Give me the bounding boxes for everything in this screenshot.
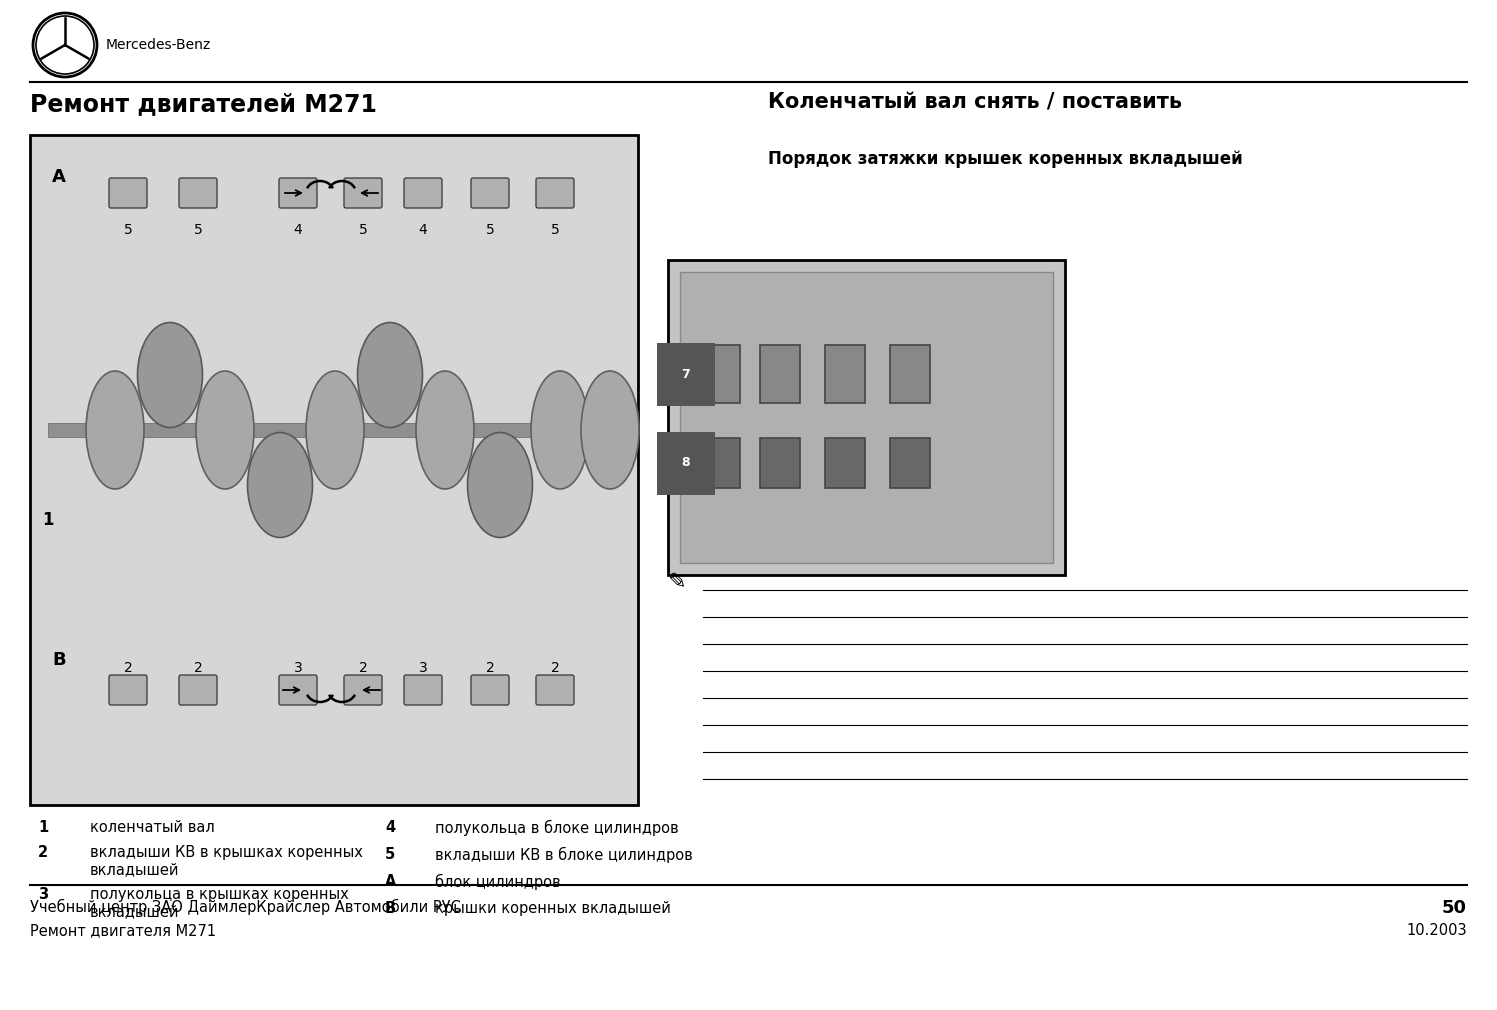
Ellipse shape <box>85 371 144 489</box>
Text: Ремонт двигателя М271: Ремонт двигателя М271 <box>30 923 216 938</box>
Text: 9: 9 <box>906 368 915 381</box>
FancyBboxPatch shape <box>536 675 573 705</box>
Text: 4: 4 <box>716 457 725 470</box>
FancyBboxPatch shape <box>536 178 573 208</box>
Ellipse shape <box>196 371 254 489</box>
Text: блок цилиндров: блок цилиндров <box>436 874 560 890</box>
FancyBboxPatch shape <box>404 675 442 705</box>
Text: 2: 2 <box>485 661 494 675</box>
Ellipse shape <box>138 322 202 427</box>
Text: 2: 2 <box>359 661 367 675</box>
Text: 5: 5 <box>551 223 560 237</box>
Ellipse shape <box>305 371 364 489</box>
Text: Порядок затяжки крышек коренных вкладышей: Порядок затяжки крышек коренных вкладыше… <box>768 150 1243 168</box>
Ellipse shape <box>581 371 639 489</box>
Bar <box>825 345 865 403</box>
FancyBboxPatch shape <box>109 178 147 208</box>
Text: 2: 2 <box>775 457 784 470</box>
Ellipse shape <box>358 322 422 427</box>
Bar <box>891 438 930 488</box>
Text: 3: 3 <box>293 661 302 675</box>
Text: 1: 1 <box>42 511 54 529</box>
Bar <box>825 438 865 488</box>
Bar <box>48 423 615 437</box>
FancyBboxPatch shape <box>109 675 147 705</box>
Text: вкладыши КВ в блоке цилиндров: вкладыши КВ в блоке цилиндров <box>436 847 693 864</box>
Bar <box>30 135 638 805</box>
Text: Коленчатый вал снять / поставить: Коленчатый вал снять / поставить <box>768 92 1183 112</box>
Bar <box>668 260 1064 575</box>
Text: 3: 3 <box>716 368 725 381</box>
Text: вкладышей: вкладышей <box>90 904 180 919</box>
Text: 1: 1 <box>775 368 784 381</box>
Text: 5: 5 <box>359 223 367 237</box>
Text: 5: 5 <box>485 223 494 237</box>
Text: коленчатый вал: коленчатый вал <box>90 820 214 835</box>
Bar <box>701 438 740 488</box>
Ellipse shape <box>531 371 588 489</box>
Text: вкладышей: вкладышей <box>90 862 180 877</box>
Text: Ремонт двигателей М271: Ремонт двигателей М271 <box>30 92 377 116</box>
Text: 3: 3 <box>419 661 427 675</box>
Text: 4: 4 <box>419 223 427 237</box>
Text: 2: 2 <box>37 845 48 860</box>
Ellipse shape <box>467 432 533 537</box>
FancyBboxPatch shape <box>472 178 509 208</box>
Text: 10: 10 <box>901 457 919 470</box>
Bar <box>891 345 930 403</box>
Text: 7: 7 <box>681 368 690 381</box>
Text: Mercedes-Benz: Mercedes-Benz <box>106 38 211 52</box>
Bar <box>760 438 799 488</box>
FancyBboxPatch shape <box>404 178 442 208</box>
Text: A: A <box>52 168 66 186</box>
Text: 3: 3 <box>37 887 48 902</box>
Text: вкладыши КВ в крышках коренных: вкладыши КВ в крышках коренных <box>90 845 362 860</box>
FancyBboxPatch shape <box>278 675 317 705</box>
Text: 10.2003: 10.2003 <box>1406 923 1467 938</box>
FancyBboxPatch shape <box>344 675 382 705</box>
Text: 2: 2 <box>124 661 132 675</box>
Text: 50: 50 <box>1442 899 1467 917</box>
Bar <box>701 345 740 403</box>
Circle shape <box>34 15 94 75</box>
Text: 5: 5 <box>385 847 395 862</box>
Text: полукольца в крышках коренных: полукольца в крышках коренных <box>90 887 349 902</box>
Text: 5: 5 <box>124 223 132 237</box>
Text: полукольца в блоке цилиндров: полукольца в блоке цилиндров <box>436 820 678 836</box>
Text: крышки коренных вкладышей: крышки коренных вкладышей <box>436 901 671 916</box>
Text: Учебный центр ЗАО ДаймлерКрайслер Автомобили РУС: Учебный центр ЗАО ДаймлерКрайслер Автомо… <box>30 899 461 915</box>
Text: 4: 4 <box>293 223 302 237</box>
Text: 8: 8 <box>681 457 690 470</box>
Text: 2: 2 <box>193 661 202 675</box>
Text: B: B <box>52 651 66 669</box>
Text: 1: 1 <box>37 820 48 835</box>
Text: 5: 5 <box>193 223 202 237</box>
Bar <box>680 272 1052 563</box>
Ellipse shape <box>247 432 313 537</box>
FancyBboxPatch shape <box>180 178 217 208</box>
FancyBboxPatch shape <box>278 178 317 208</box>
Text: 6: 6 <box>841 457 849 470</box>
Text: A: A <box>385 874 397 889</box>
FancyBboxPatch shape <box>180 675 217 705</box>
FancyBboxPatch shape <box>344 178 382 208</box>
FancyBboxPatch shape <box>472 675 509 705</box>
Text: 5: 5 <box>841 368 849 381</box>
Text: 4: 4 <box>385 820 395 835</box>
Text: 2: 2 <box>551 661 560 675</box>
Bar <box>760 345 799 403</box>
Ellipse shape <box>416 371 475 489</box>
Text: ✎: ✎ <box>668 572 687 592</box>
Text: B: B <box>385 901 397 916</box>
